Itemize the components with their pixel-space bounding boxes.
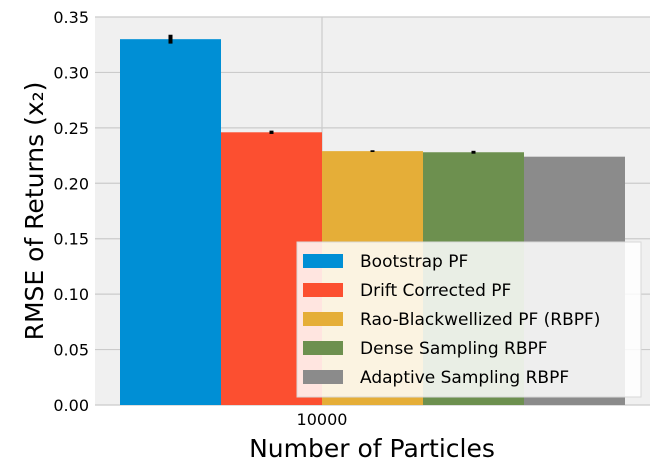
legend-swatch-1: [303, 254, 343, 268]
x-axis-label: Number of Particles: [249, 434, 495, 463]
legend-label-2: Drift Corrected PF: [360, 281, 511, 301]
x-tick-label: 10000: [297, 410, 348, 429]
error-bars: [168, 34, 476, 154]
legend-swatch-2: [303, 283, 343, 297]
y-tick-label: 0.25: [53, 119, 89, 138]
y-tick-label: 0.05: [53, 341, 89, 360]
x-axis-ticks: 10000: [297, 410, 348, 429]
y-axis-label: RMSE of Returns (x₂): [20, 82, 49, 341]
legend-swatch-4: [303, 341, 343, 355]
legend-label-3: Rao-Blackwellized PF (RBPF): [360, 310, 600, 330]
y-tick-label: 0.30: [53, 63, 89, 82]
y-axis-ticks: 0.00 0.05 0.10 0.15 0.20 0.25 0.30 0.35: [53, 8, 89, 415]
y-tick-label: 0.20: [53, 174, 89, 193]
y-tick-label: 0.35: [53, 8, 89, 27]
legend-swatch-3: [303, 312, 343, 326]
legend-label-1: Bootstrap PF: [360, 252, 468, 272]
legend: Bootstrap PF Drift Corrected PF Rao-Blackw…: [296, 241, 642, 398]
legend-label-5: Adaptive Sampling RBPF: [360, 368, 569, 388]
y-tick-label: 0.00: [53, 396, 89, 415]
y-tick-label: 0.15: [53, 230, 89, 249]
y-tick-label: 0.10: [53, 285, 89, 304]
legend-frame: [296, 241, 642, 398]
bar-1: [120, 39, 221, 406]
legend-swatch-5: [303, 370, 343, 384]
legend-label-4: Dense Sampling RBPF: [360, 339, 548, 359]
